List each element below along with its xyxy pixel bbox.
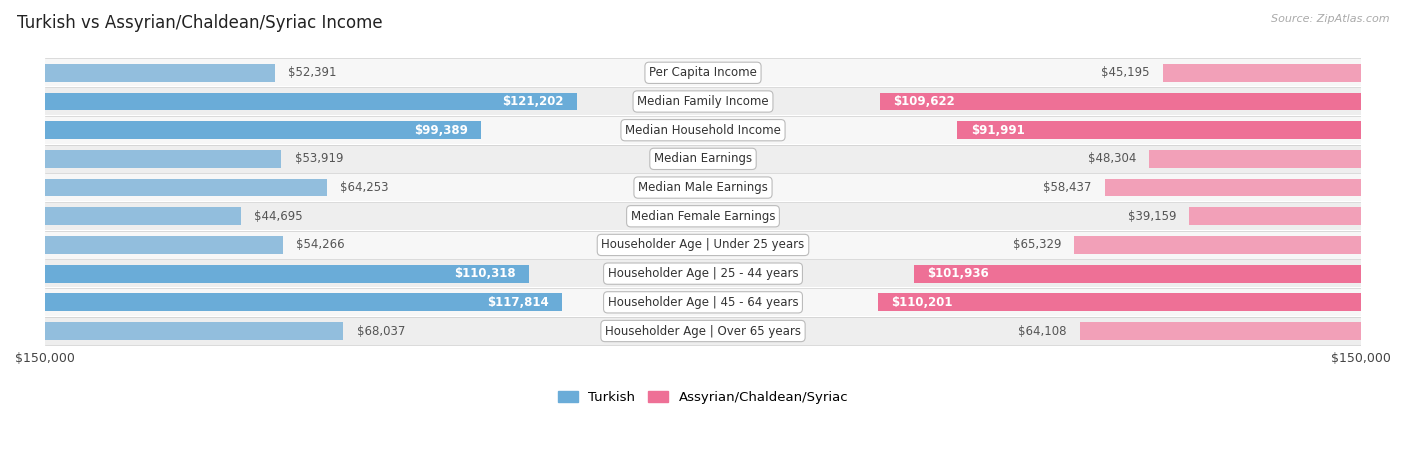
Text: $64,253: $64,253: [340, 181, 388, 194]
Bar: [45, 88, 1361, 115]
Text: $58,437: $58,437: [1043, 181, 1091, 194]
Bar: [45, 92, 576, 110]
Text: $64,108: $64,108: [1018, 325, 1067, 338]
Bar: [1149, 150, 1361, 168]
Bar: [880, 92, 1361, 110]
Text: $110,201: $110,201: [891, 296, 952, 309]
Bar: [45, 293, 562, 311]
Bar: [45, 64, 274, 82]
Bar: [45, 236, 283, 254]
Text: Householder Age | 45 - 64 years: Householder Age | 45 - 64 years: [607, 296, 799, 309]
Bar: [45, 260, 1361, 287]
Text: $91,991: $91,991: [970, 124, 1025, 137]
Text: $65,329: $65,329: [1012, 239, 1062, 251]
Bar: [45, 203, 1361, 230]
Text: Source: ZipAtlas.com: Source: ZipAtlas.com: [1271, 14, 1389, 24]
Bar: [957, 121, 1361, 139]
Bar: [45, 318, 1361, 345]
Bar: [45, 174, 1361, 201]
Text: $99,389: $99,389: [413, 124, 468, 137]
Text: Householder Age | Under 25 years: Householder Age | Under 25 years: [602, 239, 804, 251]
Text: $117,814: $117,814: [486, 296, 548, 309]
Bar: [1074, 236, 1361, 254]
Bar: [45, 265, 529, 283]
Bar: [1163, 64, 1361, 82]
Bar: [877, 293, 1361, 311]
Bar: [914, 265, 1361, 283]
Bar: [45, 207, 240, 225]
Text: Median Household Income: Median Household Income: [626, 124, 780, 137]
Text: Per Capita Income: Per Capita Income: [650, 66, 756, 79]
Text: $109,622: $109,622: [893, 95, 955, 108]
Bar: [45, 289, 1361, 316]
Text: $44,695: $44,695: [254, 210, 302, 223]
Bar: [45, 121, 481, 139]
Text: Householder Age | Over 65 years: Householder Age | Over 65 years: [605, 325, 801, 338]
Bar: [45, 179, 326, 197]
Bar: [1105, 179, 1361, 197]
Text: $121,202: $121,202: [502, 95, 564, 108]
Text: $39,159: $39,159: [1128, 210, 1175, 223]
Bar: [45, 117, 1361, 144]
Legend: Turkish, Assyrian/Chaldean/Syriac: Turkish, Assyrian/Chaldean/Syriac: [558, 390, 848, 404]
Bar: [45, 59, 1361, 86]
Text: $52,391: $52,391: [288, 66, 336, 79]
Text: Turkish vs Assyrian/Chaldean/Syriac Income: Turkish vs Assyrian/Chaldean/Syriac Inco…: [17, 14, 382, 32]
Text: $53,919: $53,919: [295, 152, 343, 165]
Text: $54,266: $54,266: [297, 239, 344, 251]
Text: Median Male Earnings: Median Male Earnings: [638, 181, 768, 194]
Bar: [45, 145, 1361, 172]
Text: $101,936: $101,936: [927, 267, 988, 280]
Text: $68,037: $68,037: [357, 325, 405, 338]
Text: Median Family Income: Median Family Income: [637, 95, 769, 108]
Text: Householder Age | 25 - 44 years: Householder Age | 25 - 44 years: [607, 267, 799, 280]
Bar: [1080, 322, 1361, 340]
Text: $45,195: $45,195: [1101, 66, 1150, 79]
Text: Median Earnings: Median Earnings: [654, 152, 752, 165]
Bar: [45, 322, 343, 340]
Bar: [45, 231, 1361, 259]
Text: $48,304: $48,304: [1088, 152, 1136, 165]
Bar: [45, 150, 281, 168]
Bar: [1189, 207, 1361, 225]
Text: $110,318: $110,318: [454, 267, 516, 280]
Text: Median Female Earnings: Median Female Earnings: [631, 210, 775, 223]
